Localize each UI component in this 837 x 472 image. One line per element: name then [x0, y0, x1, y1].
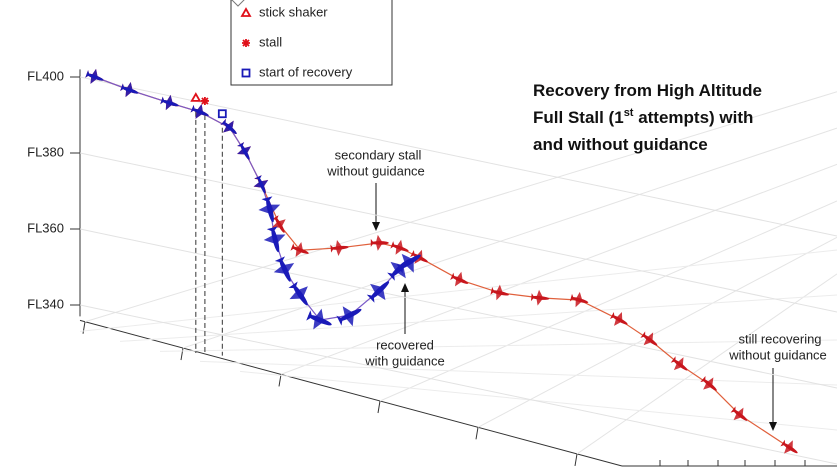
legend-label: stick shaker	[259, 4, 328, 19]
y-tick-label: FL340	[27, 296, 64, 311]
plane-marker	[189, 101, 212, 123]
grid-line	[80, 229, 837, 388]
title-part: and without guidance	[533, 135, 708, 154]
title-part: attempts) with	[633, 108, 753, 127]
annotation-arrowhead	[769, 422, 777, 431]
plane-marker	[84, 66, 106, 87]
plane-marker	[531, 289, 550, 307]
plane-marker	[261, 225, 289, 255]
floor-grid	[200, 361, 837, 385]
y-tick-label: FL360	[27, 220, 64, 235]
wing	[453, 271, 466, 288]
wing	[340, 303, 359, 327]
event-marker	[192, 94, 200, 101]
wing	[612, 311, 626, 328]
plane-marker	[159, 93, 181, 114]
plane-marker	[218, 116, 242, 140]
annotation: with guidance	[364, 353, 445, 368]
floor-grid	[240, 371, 837, 430]
axis-tick	[83, 322, 85, 334]
plane-marker	[608, 309, 632, 332]
annotation: still recovering	[738, 331, 821, 346]
floor-grid	[577, 274, 837, 454]
legend-label: start of recovery	[259, 64, 353, 79]
tail	[531, 293, 535, 301]
plane-marker	[119, 80, 141, 101]
floor-edge	[80, 320, 622, 466]
wing	[335, 240, 343, 257]
title-part: Full Stall (1	[533, 108, 624, 127]
event-marker	[201, 97, 209, 105]
wing	[536, 290, 544, 307]
legend-label: stall	[259, 34, 282, 49]
axis-tick	[476, 427, 478, 439]
annotation-arrowhead	[401, 283, 409, 292]
axis-tick	[378, 401, 380, 413]
annotation: secondary stall	[335, 147, 422, 162]
title-part: st	[624, 107, 634, 119]
plane-marker	[389, 237, 411, 258]
wing	[376, 235, 383, 251]
chart-title: Recovery from High Altitude Full Stall (1…	[533, 81, 762, 154]
plane-marker	[234, 140, 257, 164]
plane-marker	[256, 195, 284, 225]
annotation: without guidance	[326, 163, 425, 178]
grid-line	[80, 305, 837, 464]
wing	[236, 145, 253, 159]
axes-frame	[80, 69, 837, 466]
series-line	[95, 77, 790, 448]
chart: stick shaker stall start of recovery secon…	[0, 0, 837, 472]
y-tick-label: FL380	[27, 144, 64, 159]
plane-marker	[490, 283, 511, 303]
plane-marker	[371, 235, 389, 251]
tail	[371, 239, 374, 247]
annotations: secondary stall without guidance recover…	[326, 147, 827, 431]
legend: stick shaker stall start of recovery	[231, 0, 392, 85]
axis-tick	[279, 374, 281, 386]
axis-tick	[181, 348, 183, 360]
event-marker	[219, 110, 226, 117]
annotation: without guidance	[728, 347, 827, 362]
axis-tick	[575, 454, 577, 466]
annotation-arrowhead	[372, 222, 380, 231]
annotation: recovered	[376, 337, 434, 352]
floor-grid	[120, 295, 837, 341]
plane-marker	[449, 269, 472, 291]
plane-marker	[304, 305, 336, 335]
y-tick-label: FL400	[27, 68, 64, 83]
legend-marker	[242, 39, 250, 47]
title-part: Recovery from High Altitude	[533, 81, 762, 100]
